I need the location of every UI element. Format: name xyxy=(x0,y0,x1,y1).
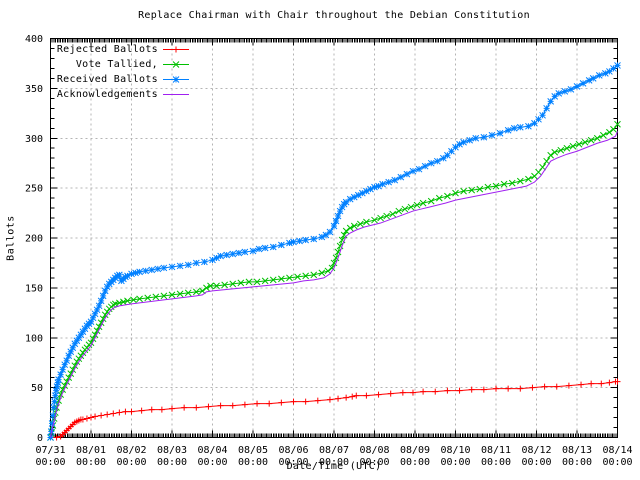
x-tick-label-time: 00:00 xyxy=(521,457,551,468)
x-tick-label-date: 08/01 xyxy=(76,445,106,456)
x-tick-label-date: 08/13 xyxy=(562,445,592,456)
legend-entry-rejected-ballots: Rejected Ballots xyxy=(52,42,192,57)
x-tick-label-time: 00:00 xyxy=(157,457,187,468)
x-tick-label-time: 00:00 xyxy=(35,457,65,468)
x-tick-label-time: 00:00 xyxy=(602,457,632,468)
x-tick-label-date: 08/03 xyxy=(157,445,187,456)
y-tick-label: 250 xyxy=(25,184,43,195)
y-tick-label: 150 xyxy=(25,283,43,294)
legend-line-sample-plus-icon xyxy=(163,46,189,53)
x-tick-label-date: 08/12 xyxy=(521,445,551,456)
x-tick-label-time: 00:00 xyxy=(278,457,308,468)
legend-line-sample xyxy=(163,94,189,95)
x-tick-label-time: 00:00 xyxy=(481,457,511,468)
x-tick-label-date: 08/11 xyxy=(481,445,511,456)
y-tick-label: 0 xyxy=(37,433,43,444)
x-tick-label-time: 00:00 xyxy=(76,457,106,468)
y-tick-label: 400 xyxy=(25,34,43,45)
legend-label: Acknowledgements xyxy=(56,89,158,100)
legend-label: Vote Tallied, xyxy=(75,59,158,70)
legend-sample-line xyxy=(163,46,189,53)
x-axis-label: Date/Time (UTC) xyxy=(286,461,382,472)
x-tick-label-date: 08/10 xyxy=(440,445,470,456)
x-tick-label-time: 00:00 xyxy=(562,457,592,468)
x-tick-label-time: 00:00 xyxy=(359,457,389,468)
legend-entry-vote-tallied: Vote Tallied, xyxy=(52,57,192,72)
legend-sample-line xyxy=(163,61,189,68)
y-tick-label: 200 xyxy=(25,234,43,245)
legend-entry-acknowledgements: Acknowledgements xyxy=(52,87,192,102)
plot-border xyxy=(50,38,618,438)
x-tick-label-time: 00:00 xyxy=(197,457,227,468)
legend-label: Rejected Ballots xyxy=(56,44,158,55)
x-tick-label-time: 00:00 xyxy=(440,457,470,468)
legend-entry-received-ballots: Received Ballots xyxy=(52,72,192,87)
legend-line-sample-cross-icon xyxy=(163,61,189,68)
x-tick-label-time: 00:00 xyxy=(319,457,349,468)
chart-title: Replace Chairman with Chair throughout t… xyxy=(138,10,530,21)
legend-line-sample-star-icon xyxy=(163,76,189,83)
x-tick-label-date: 08/02 xyxy=(116,445,146,456)
y-tick-label: 300 xyxy=(25,134,43,145)
legend-label: Received Ballots xyxy=(56,74,158,85)
x-tick-label-date: 08/14 xyxy=(602,445,632,456)
y-tick-label: 100 xyxy=(25,333,43,344)
x-tick-label-time: 00:00 xyxy=(238,457,268,468)
x-tick-label-date: 07/31 xyxy=(35,445,65,456)
x-tick-label-date: 08/08 xyxy=(359,445,389,456)
grid-lines xyxy=(50,38,618,438)
x-tick-label-time: 00:00 xyxy=(116,457,146,468)
x-tick-label-date: 08/06 xyxy=(278,445,308,456)
x-tick-label-date: 08/07 xyxy=(319,445,349,456)
x-tick-label-date: 08/05 xyxy=(238,445,268,456)
x-tick-label-time: 00:00 xyxy=(400,457,430,468)
x-tick-label-date: 08/04 xyxy=(197,445,227,456)
y-axis-label: Ballots xyxy=(5,215,17,261)
y-tick-label: 350 xyxy=(25,84,43,95)
x-tick-label-date: 08/09 xyxy=(400,445,430,456)
y-tick-label: 50 xyxy=(31,383,43,394)
legend: Rejected Ballots Vote Tallied, Received … xyxy=(52,42,192,102)
series-line-acknowledgements xyxy=(50,131,618,438)
legend-sample-line xyxy=(163,76,189,83)
